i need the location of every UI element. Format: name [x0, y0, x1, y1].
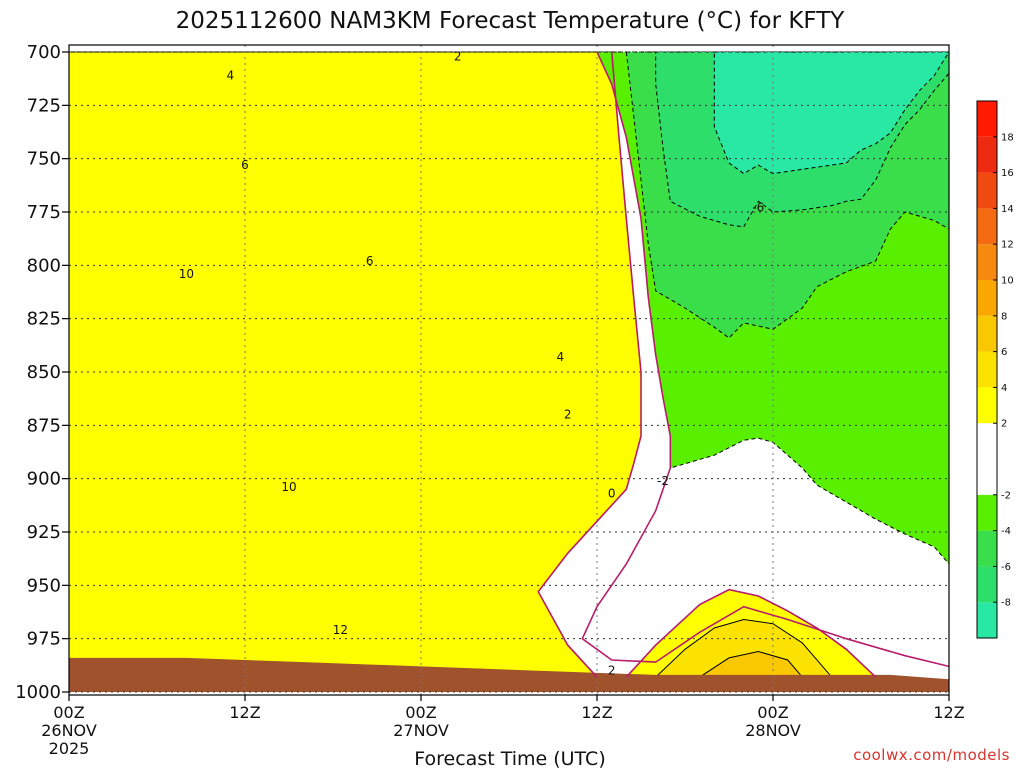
colorbar-band [977, 315, 997, 352]
terrain-fill [69, 657, 949, 692]
x-tick-label: 00Z [757, 703, 788, 722]
contour-label: 4 [227, 68, 235, 82]
colorbar-band [977, 530, 997, 567]
y-tick-label: 900 [27, 469, 61, 490]
contour-label: -6 [752, 201, 764, 215]
y-tick-label: 750 [27, 149, 61, 170]
colorbar-label: -6 [1001, 562, 1011, 573]
y-tick-label: 1000 [15, 682, 61, 703]
gridlines [69, 45, 949, 695]
colorbar-label: 6 [1001, 347, 1007, 358]
contour-label: 12 [333, 623, 348, 637]
x-tick-date: 28NOV [745, 721, 801, 740]
x-tick-date: 27NOV [393, 721, 449, 740]
y-tick-label: 875 [27, 415, 61, 436]
y-tick-label: 800 [27, 255, 61, 276]
contour-lines [537, 51, 949, 678]
y-tick-label: 850 [27, 362, 61, 383]
colorbar-label: 18 [1001, 132, 1014, 143]
contour-labels: 4 6 6 10 10 12 2 4 2 0 -2 -6 2 [179, 49, 765, 677]
y-axis: 700 725 750 775 800 825 850 875 900 925 950 975 1000 [15, 42, 69, 703]
colorbar-label: 14 [1001, 204, 1014, 215]
colorbar-label: 4 [1001, 383, 1007, 394]
colorbar-frame [976, 100, 998, 639]
contour-label: 2 [564, 408, 572, 422]
colorbar-label: 16 [1001, 168, 1014, 179]
contour-label: 4 [557, 350, 565, 364]
contour-line-0-2 [581, 51, 949, 668]
contour-label: 10 [179, 267, 194, 281]
colorbar-label: 10 [1001, 276, 1014, 287]
x-tick-date: 26NOV [41, 721, 97, 740]
y-tick-label: 925 [27, 522, 61, 543]
credit-text: coolwx.com/models [853, 746, 1010, 764]
plot-area: 4 6 6 10 10 12 2 4 2 0 -2 -6 2 [69, 45, 949, 695]
y-tick-label: 950 [27, 575, 61, 596]
colorbar-band [977, 602, 997, 638]
colorbar-band [977, 244, 997, 280]
plot-frame [68, 44, 950, 696]
colorbar: 18 16 14 12 10 8 6 4 2 -2 -4 -6 -8 [976, 100, 1014, 639]
colorbar-label: -2 [1001, 490, 1011, 501]
contour-label: 6 [366, 254, 374, 268]
y-tick-label: 725 [27, 95, 61, 116]
y-tick-label: 975 [27, 629, 61, 650]
x-tick-year: 2025 [49, 739, 90, 758]
colorbar-band [977, 136, 997, 173]
colorbar-band [977, 494, 997, 531]
contour-label: 0 [608, 487, 616, 501]
x-tick-label: 12Z [581, 703, 612, 722]
colorbar-band [977, 172, 997, 209]
x-tick-label: 00Z [53, 703, 84, 722]
contour-label: 6 [241, 158, 249, 172]
contour-label: 2 [608, 664, 616, 678]
colorbar-label: -8 [1001, 598, 1011, 609]
y-tick-label: 700 [27, 42, 61, 63]
temperature-fills [69, 51, 949, 678]
colorbar-label: 12 [1001, 240, 1014, 251]
contour-label: 2 [454, 49, 462, 63]
colorbar-label: 8 [1001, 311, 1007, 322]
x-tick-label: 00Z [405, 703, 436, 722]
colorbar-band [977, 351, 997, 388]
colorbar-band [977, 423, 997, 495]
contour-line-0-1 [625, 588, 877, 678]
colorbar-label: 2 [1001, 419, 1007, 430]
y-tick-label: 825 [27, 309, 61, 330]
x-tick-label: 12Z [229, 703, 260, 722]
y-tick-label: 775 [27, 202, 61, 223]
colorbar-band [977, 208, 997, 245]
chart-title: 2025112600 NAM3KM Forecast Temperature (… [176, 8, 846, 34]
colorbar-band [977, 101, 997, 137]
terrain-layer [69, 657, 949, 692]
contour-label: 10 [281, 480, 296, 494]
colorbar-band [977, 280, 997, 316]
colorbar-label: -4 [1001, 526, 1011, 537]
colorbar-band [977, 387, 997, 424]
contour-line-0-0 [537, 51, 642, 678]
x-axis-label: Forecast Time (UTC) [414, 748, 605, 768]
colorbar-band [977, 566, 997, 603]
x-tick-label: 12Z [933, 703, 964, 722]
contour-label: -2 [657, 474, 669, 488]
